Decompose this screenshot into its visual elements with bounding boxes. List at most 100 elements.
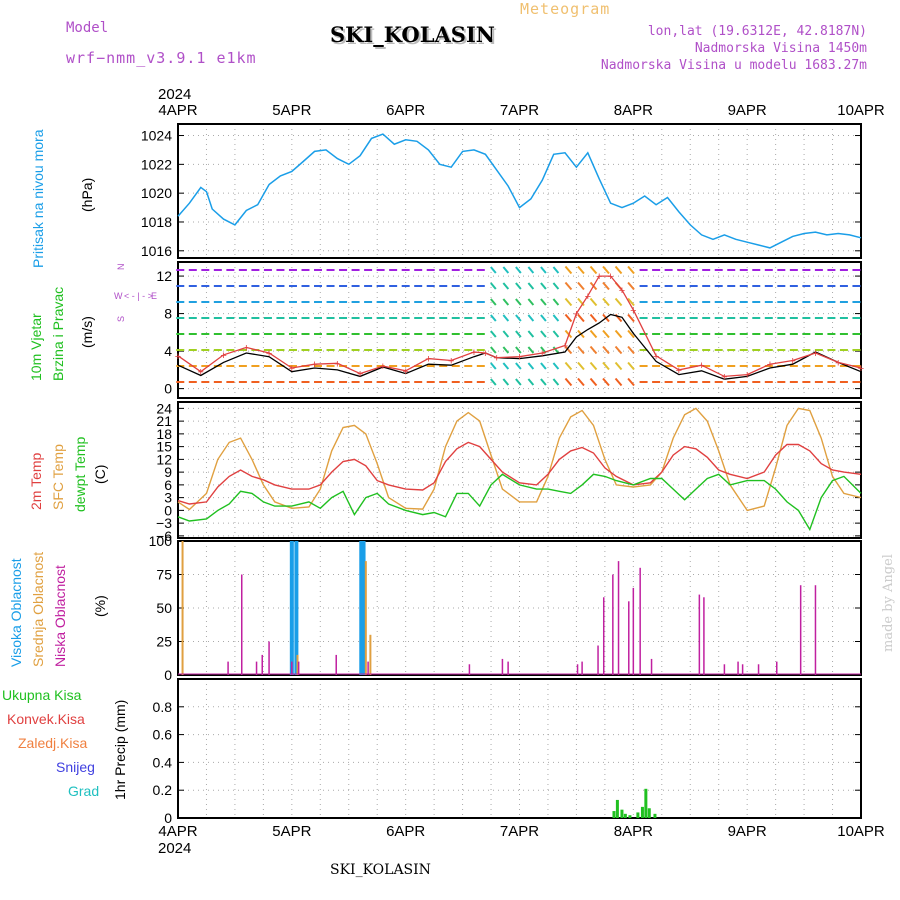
- wind-arrow: [564, 377, 573, 387]
- y-tick-label: 0: [164, 810, 172, 826]
- y-tick-label: 1016: [141, 243, 172, 259]
- pressure-line: [177, 133, 862, 249]
- wind-arrow: [614, 329, 623, 339]
- wind-arrow: [515, 298, 522, 306]
- wind-arrow: [564, 345, 573, 355]
- wind-gust-marker: +: [539, 348, 545, 360]
- wind-arrow: [515, 282, 522, 290]
- y-tick-label: 12: [156, 268, 172, 284]
- wind-gust-marker: +: [448, 355, 454, 367]
- wind-arrow: [602, 345, 610, 355]
- wind-gust-marker: +: [607, 271, 613, 283]
- y-tick-label: 75: [156, 567, 172, 583]
- y-tick-label: 0.2: [153, 782, 173, 798]
- wind-legend-e: E: [151, 291, 157, 301]
- wind-arrow: [627, 281, 635, 291]
- panel-frame: [177, 261, 862, 399]
- wind-gust-marker: +: [698, 360, 704, 372]
- high-cloud-bar: [359, 541, 364, 675]
- wind-arrow: [602, 329, 610, 339]
- panel-frame: [177, 401, 862, 539]
- y-tick-label: 1024: [141, 128, 172, 144]
- wind-arrow: [564, 265, 573, 275]
- wind-gust-marker: +: [721, 371, 727, 383]
- wind-arrow: [564, 281, 573, 291]
- high-cloud-bar: [361, 541, 366, 675]
- wind-arrow: [627, 361, 635, 371]
- wind-arrow: [502, 362, 510, 370]
- y-tick-label: 8: [164, 306, 172, 322]
- y-tick-label: 0: [164, 667, 172, 683]
- wind-arrow: [527, 314, 535, 322]
- wind-arrow: [614, 265, 623, 275]
- low-cloud-bar: [799, 585, 802, 675]
- wind-arrow: [627, 313, 635, 323]
- y-tick-label: 1020: [141, 185, 172, 201]
- low-cloud-bar: [367, 661, 369, 675]
- wind-arrow: [589, 377, 598, 387]
- wind-gust-marker: +: [573, 309, 579, 321]
- wind-arrow: [564, 361, 573, 371]
- precip-bar: [644, 788, 648, 818]
- wind-arrow: [540, 314, 547, 322]
- wind-arrow: [515, 378, 522, 386]
- wind-gust-marker: +: [220, 350, 226, 362]
- y-tick-label: 4: [164, 343, 172, 359]
- x-tick-label-top: 10APR: [837, 102, 885, 119]
- mid-cloud-bar: [181, 541, 184, 675]
- wind-arrow: [552, 330, 560, 338]
- wind-arrow: [540, 282, 547, 290]
- precip-bar: [623, 813, 627, 818]
- y-tick-label: 3: [164, 490, 172, 506]
- low-cloud-bar: [507, 661, 509, 675]
- wind-arrow: [552, 378, 560, 386]
- low-cloud-bar: [737, 661, 739, 675]
- low-cloud-bar: [227, 661, 229, 675]
- wind-gust-marker: +: [311, 359, 317, 371]
- wind-arrow: [577, 377, 585, 387]
- wind-arrow: [540, 266, 547, 274]
- precip-legend-0: Ukupna Kisa: [2, 687, 82, 703]
- low-cloud-bar: [632, 587, 635, 675]
- low-cloud-bar: [602, 597, 605, 675]
- wind-arrow: [627, 345, 635, 355]
- precip-bar: [612, 811, 616, 818]
- wind-gust-marker: +: [402, 366, 408, 378]
- wind-arrow: [502, 282, 510, 290]
- precip-bar: [640, 806, 644, 818]
- precip-bar: [628, 815, 632, 818]
- low-cloud-bar: [617, 561, 620, 675]
- wind-gust-marker: +: [789, 355, 795, 367]
- wind-arrow: [490, 314, 497, 322]
- x-tick-label-top: 5APR: [272, 102, 311, 119]
- precip-legend-1: Konvek.Kisa: [7, 711, 85, 727]
- wind-arrow: [490, 378, 497, 386]
- wind-arrow: [490, 282, 497, 290]
- y-tick-label: 50: [156, 600, 172, 616]
- wind-gust-marker: +: [482, 348, 488, 360]
- low-cloud-bar: [468, 664, 471, 675]
- wind-gust-marker: +: [266, 348, 272, 360]
- wind-gust-marker: +: [289, 363, 295, 375]
- low-cloud-bar: [703, 597, 705, 675]
- wind-arrow: [552, 298, 560, 306]
- wind-gust-marker: +: [585, 291, 591, 303]
- wind-gust-marker: +: [812, 348, 818, 360]
- footer-station: SKI_KOLASIN: [330, 862, 431, 878]
- wind-arrow: [589, 345, 598, 355]
- y-tick-label: 9: [164, 464, 172, 480]
- wind-arrow: [627, 377, 635, 387]
- precip-legend-4: Grad: [68, 783, 99, 799]
- wind-arrow: [614, 345, 623, 355]
- low-cloud-bar: [240, 574, 243, 675]
- panel-frame: [177, 540, 862, 676]
- wind-arrow: [614, 297, 623, 307]
- wind-gust-marker: +: [562, 340, 568, 352]
- low-cloud-bar: [723, 664, 726, 675]
- x-tick-label-top: 4APR: [158, 102, 197, 119]
- y-tick-label: −3: [156, 515, 172, 531]
- wind-arrow: [540, 298, 547, 306]
- wind-gust-marker: +: [494, 353, 500, 365]
- model-name: wrf−nmm_v3.9.1 e1km: [66, 49, 257, 67]
